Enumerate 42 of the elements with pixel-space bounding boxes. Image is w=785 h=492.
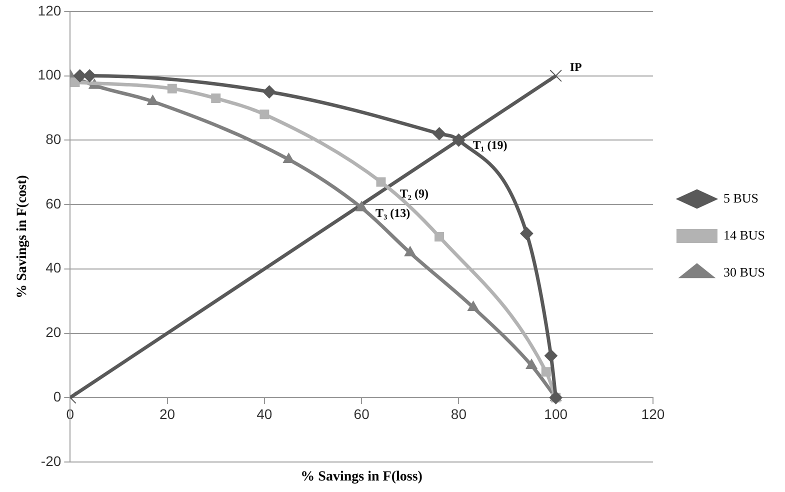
x-axis-title: % Savings in F(loss) xyxy=(300,470,423,485)
point xyxy=(83,69,96,82)
point xyxy=(452,134,466,147)
point xyxy=(544,349,558,362)
y-axis-title: % Savings in F(cost) xyxy=(15,174,30,298)
point xyxy=(468,301,479,312)
y-tick-label: 40 xyxy=(46,260,62,276)
point xyxy=(262,85,276,98)
y-tick-label: 20 xyxy=(46,324,62,340)
point xyxy=(526,358,538,369)
point xyxy=(376,177,386,187)
x-tick-label: 100 xyxy=(544,406,568,422)
point xyxy=(260,110,270,120)
y-tick-label: 80 xyxy=(46,131,62,147)
point xyxy=(167,84,177,94)
annotation: T₂ (9) xyxy=(400,186,428,201)
annotation: T₁ (19) xyxy=(472,138,508,152)
legend-label: 5 BUS xyxy=(723,190,759,206)
point xyxy=(147,95,158,106)
x-tick-label: 20 xyxy=(160,406,176,422)
annotation: T₃ (13) xyxy=(376,206,410,220)
point xyxy=(520,226,534,240)
point xyxy=(432,127,446,140)
x-tick-label: 80 xyxy=(450,406,467,422)
y-tick-label: -20 xyxy=(40,452,62,469)
point xyxy=(283,152,294,163)
legend-label: 14 BUS xyxy=(723,227,766,242)
point xyxy=(404,246,416,256)
point xyxy=(541,367,551,377)
point xyxy=(73,69,86,82)
y-tick-label: 0 xyxy=(53,388,62,404)
y-tick-label: 120 xyxy=(38,2,62,18)
x-tick-label: 40 xyxy=(256,406,272,422)
annotation: IP xyxy=(570,60,582,74)
x-tick-label: 60 xyxy=(354,406,370,422)
x-tick-label: 120 xyxy=(641,406,665,422)
point xyxy=(211,94,221,104)
point xyxy=(434,232,444,242)
point xyxy=(356,201,368,212)
y-tick-label: 100 xyxy=(38,66,62,83)
legend-label: 30 BUS xyxy=(723,264,766,280)
y-tick-label: 60 xyxy=(46,195,62,212)
